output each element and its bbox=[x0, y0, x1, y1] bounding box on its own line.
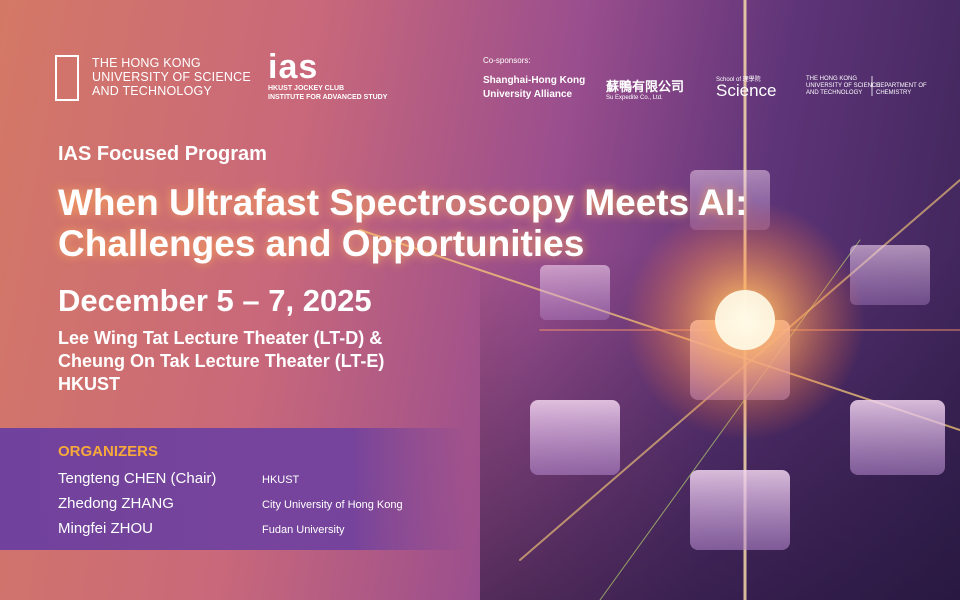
title-line: When Ultrafast Spectroscopy Meets AI: bbox=[58, 182, 748, 223]
cosponsor-line: UNIVERSITY OF SCIENCE bbox=[806, 83, 881, 89]
organizer-affiliation: Fudan University bbox=[262, 524, 345, 536]
cosponsor-line: AND TECHNOLOGY bbox=[806, 90, 863, 96]
cosponsor-line: Science bbox=[716, 81, 777, 100]
ias-mark: ias bbox=[268, 48, 319, 86]
glass-cubes bbox=[530, 170, 945, 550]
logo-line: UNIVERSITY OF SCIENCE bbox=[92, 70, 251, 84]
program-date: December 5 – 7, 2025 bbox=[58, 283, 372, 318]
cosponsor: Shanghai-Hong Kong University Alliance bbox=[483, 74, 585, 102]
cosponsor-line: Su Expedite Co., Ltd. bbox=[606, 95, 663, 101]
program-title: When Ultrafast Spectroscopy Meets AI: Ch… bbox=[58, 182, 747, 264]
cosponsor: 蘇鴨有限公司 Su Expedite Co., Ltd. bbox=[606, 76, 684, 101]
logo-line: AND TECHNOLOGY bbox=[92, 84, 212, 98]
hkust-logo: THE HONG KONG UNIVERSITY OF SCIENCE AND … bbox=[92, 56, 251, 98]
cosponsor-line: Shanghai-Hong Kong bbox=[483, 75, 586, 86]
cosponsor-line: 蘇鴨有限公司 bbox=[606, 79, 685, 94]
program-label: IAS Focused Program bbox=[58, 143, 267, 165]
cosponsor: THE HONG KONG UNIVERSITY OF SCIENCE AND … bbox=[806, 76, 880, 97]
venue-line: Cheung On Tak Lecture Theater (LT-E) bbox=[58, 351, 385, 371]
organizer-affiliation: City University of Hong Kong bbox=[262, 499, 403, 511]
venue-line: Lee Wing Tat Lecture Theater (LT-D) & bbox=[58, 328, 383, 348]
cosponsors-label: Co-sponsors: bbox=[483, 56, 531, 65]
organizer-name: Zhedong ZHANG bbox=[58, 495, 174, 512]
organizers-panel bbox=[0, 428, 470, 550]
cosponsor-line: University Alliance bbox=[483, 89, 573, 100]
title-line: Challenges and Opportunities bbox=[58, 223, 585, 264]
ias-line: INSTITUTE FOR ADVANCED STUDY bbox=[268, 94, 388, 101]
organizer-name: Tengteng CHEN (Chair) bbox=[58, 470, 217, 487]
glow-core bbox=[715, 290, 775, 350]
ias-logo: ias HKUST JOCKEY CLUB INSTITUTE FOR ADVA… bbox=[268, 50, 387, 102]
venue-line: HKUST bbox=[58, 374, 120, 394]
program-venue: Lee Wing Tat Lecture Theater (LT-D) & Ch… bbox=[58, 327, 384, 396]
ias-line: HKUST JOCKEY CLUB bbox=[268, 85, 345, 92]
hkust-emblem bbox=[55, 55, 79, 101]
organizer-affiliation: HKUST bbox=[262, 474, 300, 486]
logo-line: THE HONG KONG bbox=[92, 56, 201, 70]
organizer-name: Mingfei ZHOU bbox=[58, 520, 154, 537]
cosponsor-line: THE HONG KONG bbox=[806, 76, 858, 82]
cosponsor: School of 理學院 Science bbox=[716, 74, 776, 99]
organizers-heading: ORGANIZERS bbox=[58, 443, 159, 460]
cosponsor-line: DEPARTMENT OF CHEMISTRY bbox=[876, 83, 927, 96]
cosponsor-line: School of 理學院 bbox=[716, 77, 761, 83]
